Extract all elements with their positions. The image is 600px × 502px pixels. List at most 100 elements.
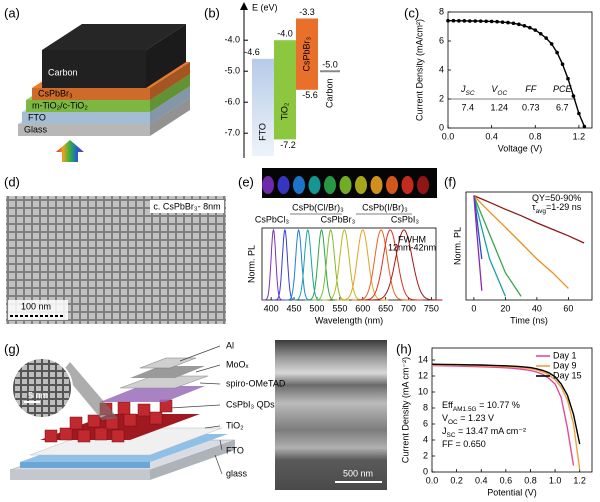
vial-glow	[417, 176, 429, 194]
y-tick-label: -7.0	[224, 128, 240, 138]
layer-side	[150, 98, 190, 136]
vial-glow	[277, 176, 290, 194]
text-part: PCE	[553, 84, 573, 94]
vial-glow	[324, 176, 336, 194]
energy-band	[274, 40, 296, 140]
scale-label: 100 nm	[21, 301, 51, 311]
panel-label: (e)	[238, 174, 254, 189]
legend-label: Day 1	[553, 350, 577, 360]
level-label: -3.3	[299, 7, 315, 17]
text-part: J	[460, 84, 466, 94]
data-point	[577, 111, 581, 116]
vial-glow	[293, 176, 305, 194]
data-point	[457, 19, 461, 23]
legend-label: Day 9	[553, 360, 577, 370]
pl-peak	[262, 228, 285, 301]
energy-band	[296, 18, 318, 90]
vial-glow	[386, 176, 398, 194]
text-part: = 1.23 V	[458, 413, 494, 423]
panel-label: (c)	[404, 5, 419, 20]
text-part: =1-29 ns	[546, 202, 582, 212]
y-tick-label: 2	[439, 93, 444, 103]
data-point	[478, 19, 483, 23]
y-tick-label: 8	[423, 402, 428, 412]
table-value: 6.7	[556, 102, 569, 112]
annotation: QY=50-90%	[532, 193, 581, 203]
layer-front	[32, 88, 150, 100]
table-header: JSC	[460, 84, 475, 97]
layer-label: MoOₓ	[226, 359, 249, 369]
x-tick-label: 1.2	[573, 475, 586, 485]
layer-side	[146, 24, 186, 88]
data-point	[473, 19, 478, 23]
data-point	[555, 50, 559, 55]
subscript: AM1.5G	[453, 406, 477, 413]
fwhm-label: FWHM	[398, 234, 426, 244]
layer-label: Al	[226, 340, 234, 350]
data-point	[462, 19, 467, 23]
pl-peak	[305, 229, 338, 301]
sem-scale: 500 nm	[343, 468, 373, 478]
text-part: τ	[532, 202, 536, 212]
subscript: OC	[448, 419, 458, 426]
text-part: = 13.47 mA cm⁻²	[456, 426, 527, 436]
subscript: avg	[536, 208, 547, 215]
pl-peak	[337, 229, 389, 301]
composition-label: CsPbBr₃	[321, 214, 356, 224]
plot-frame	[431, 347, 593, 473]
subscript: OC	[497, 90, 507, 97]
table-header: PCE	[553, 84, 573, 94]
level-label: -7.2	[280, 140, 296, 150]
x-axis-label: Time (ns)	[510, 315, 548, 325]
y-tick-label: 8	[439, 6, 444, 16]
y-tick-label: -5.0	[224, 66, 240, 76]
layer-label: TiO₂	[226, 420, 244, 430]
level-name: TiO₂	[279, 102, 289, 120]
axis-arrow	[240, 2, 248, 10]
x-tick-label: 550	[332, 303, 347, 313]
x-tick-label: 60	[563, 303, 573, 313]
data-line	[473, 195, 522, 297]
data-point	[538, 31, 543, 36]
axis-title: E (eV)	[252, 2, 278, 12]
light-arrow	[56, 140, 84, 162]
device-drawing	[9, 345, 236, 480]
data-line	[473, 195, 585, 244]
x-tick-label: 450	[287, 303, 302, 313]
level-label: -5.6	[302, 90, 318, 100]
panel-label: (h)	[396, 341, 412, 356]
level-label: -4.0	[277, 29, 293, 39]
y-axis-label: Norm. PL	[452, 227, 462, 265]
panel-label: (f)	[444, 174, 456, 189]
inset-scale: 5 nm	[28, 390, 48, 400]
layer-side	[150, 74, 190, 112]
layer-label: FTO	[28, 112, 46, 122]
data-point	[451, 18, 456, 23]
y-tick-label: 2	[423, 450, 428, 460]
text-part: V	[442, 413, 448, 423]
x-tick-label: 0.0	[426, 475, 439, 485]
layer-front	[22, 112, 150, 124]
annotation: EffAM1.5G = 10.77 %	[442, 400, 520, 413]
layer-label: Carbon	[48, 67, 78, 77]
x-axis-label: Wavelength (nm)	[315, 315, 383, 325]
x-tick-label: 1.2	[573, 131, 586, 141]
layer-label: spiro-OMeTAD	[226, 378, 286, 388]
x-axis-label: Potential (V)	[487, 487, 537, 497]
composition-label: CsPb(Cl/Br)₃	[292, 202, 344, 212]
table-header: VOC	[491, 84, 507, 97]
x-tick-label: 0.0	[442, 131, 455, 141]
tem-label-box	[150, 200, 224, 213]
data-point	[446, 18, 450, 23]
layer-label: Glass	[24, 124, 48, 134]
x-tick-label: 0.2	[450, 475, 463, 485]
layer-side	[150, 62, 190, 100]
layer-top	[42, 24, 186, 50]
y-tick-label: 0	[439, 122, 444, 132]
data-point	[544, 36, 548, 40]
pl-peak	[351, 229, 411, 301]
x-tick-label: 500	[309, 303, 324, 313]
panel-label: (d)	[4, 174, 20, 189]
y-tick-label: 10	[418, 386, 428, 396]
